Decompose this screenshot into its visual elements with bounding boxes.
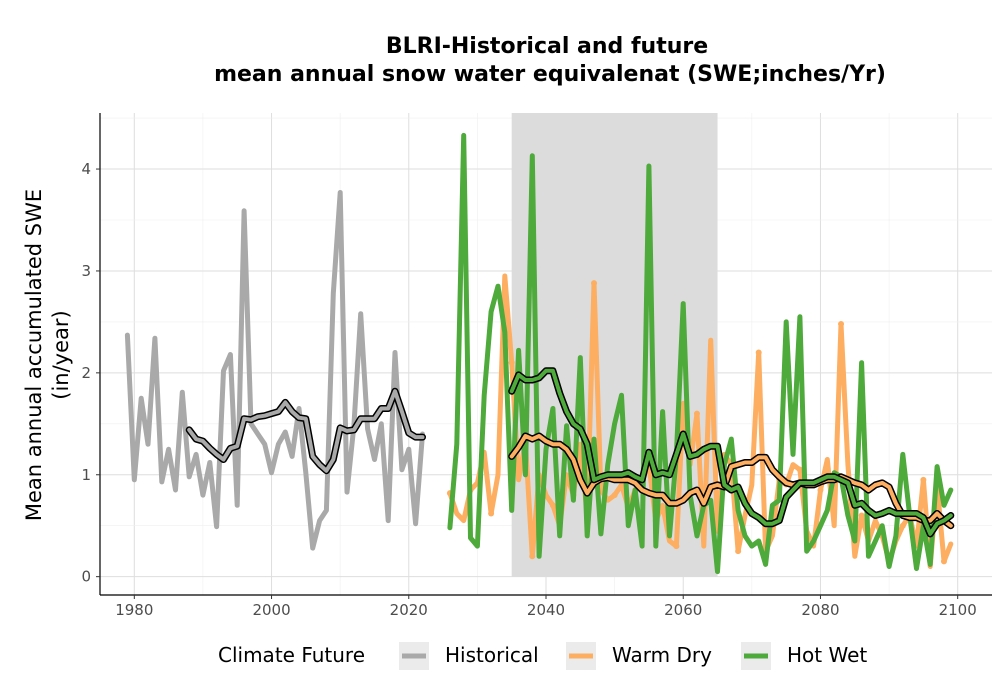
smoothed-line-hot-wet	[509, 368, 953, 536]
legend-label-hot-wet: Hot Wet	[787, 643, 867, 667]
y-tick-label: 0	[81, 568, 91, 586]
x-tick-label: 2060	[664, 601, 702, 619]
legend-title: Climate Future	[218, 643, 365, 667]
x-tick-label: 2000	[252, 601, 290, 619]
y-tick-label: 1	[81, 466, 91, 484]
y-tick-label: 2	[81, 364, 91, 382]
x-tick-label: 1980	[115, 601, 153, 619]
series-point-warm-dry	[673, 543, 680, 550]
series-point-warm-dry	[920, 476, 927, 483]
legend-item-hot-wet: Hot Wet	[741, 642, 867, 670]
series-lines	[124, 132, 955, 575]
chart-title-line-2: mean annual snow water equivalenat (SWE;…	[214, 62, 886, 87]
x-tick-label: 2080	[801, 601, 839, 619]
x-tick-label: 2040	[527, 601, 565, 619]
legend: Climate Future Historical Warm Dry Hot W…	[218, 642, 867, 670]
legend-item-warm-dry: Warm Dry	[566, 642, 712, 670]
legend-label-warm-dry: Warm Dry	[612, 643, 712, 667]
x-tick-label: 2020	[390, 601, 428, 619]
legend-item-historical: Historical	[399, 642, 539, 670]
series-point-warm-dry	[591, 280, 598, 287]
smoothed-line-historical	[187, 389, 425, 473]
y-tick-label: 3	[81, 262, 91, 280]
series-point-warm-dry	[735, 548, 742, 555]
chart-title-line-1: BLRI-Historical and future	[386, 34, 708, 59]
series-point-warm-dry	[838, 320, 845, 327]
y-axis-label-line-1: Mean annual accumulated SWE	[22, 189, 46, 521]
series-point-warm-dry	[817, 487, 824, 494]
series-line-hot-wet	[447, 132, 954, 575]
y-axis-ticks: 0 1 2 3 4	[81, 160, 100, 586]
series-point-warm-dry	[940, 558, 947, 565]
series-point-warm-dry	[529, 553, 536, 560]
y-axis-label-line-2: (in/year)	[49, 310, 73, 399]
series-line-historical	[124, 190, 425, 551]
plot-area: 1980 2000 2020 2040 2060 2080 2100 0 1 2 3 4	[81, 113, 992, 619]
series-point-warm-dry	[488, 510, 495, 517]
series-point-warm-dry	[858, 512, 865, 519]
series-point-warm-dry	[549, 502, 556, 509]
legend-label-historical: Historical	[445, 643, 539, 667]
series-point-warm-dry	[508, 359, 515, 366]
series-point-warm-dry	[611, 492, 618, 499]
series-point-warm-dry	[899, 522, 906, 529]
smoothed-line-warm-dry	[509, 434, 953, 528]
series-point-warm-dry	[755, 349, 762, 356]
x-axis-ticks: 1980 2000 2020 2040 2060 2080 2100	[115, 595, 977, 619]
y-tick-label: 4	[81, 160, 91, 178]
series-point-warm-dry	[693, 410, 700, 417]
x-tick-label: 2100	[939, 601, 977, 619]
series-point-warm-dry	[796, 466, 803, 473]
